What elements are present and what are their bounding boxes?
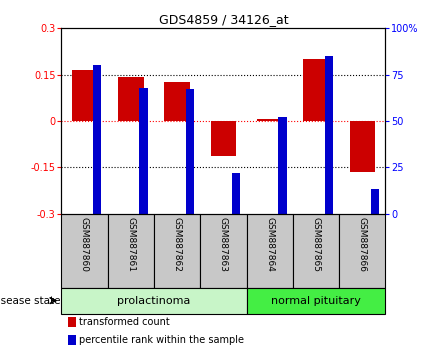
Bar	[257, 119, 283, 121]
Bar	[72, 70, 97, 121]
Bar	[232, 173, 240, 213]
Bar	[278, 117, 286, 213]
Bar	[68, 335, 76, 345]
Bar	[68, 317, 76, 327]
Text: disease state: disease state	[0, 296, 60, 306]
Text: GSM887864: GSM887864	[265, 217, 274, 272]
Bar	[61, 213, 108, 288]
Text: GSM887860: GSM887860	[80, 217, 89, 272]
Text: transformed count: transformed count	[79, 317, 170, 327]
Bar	[339, 213, 385, 288]
Bar	[118, 77, 144, 121]
Bar	[154, 213, 200, 288]
Bar	[186, 90, 194, 213]
Bar	[93, 65, 101, 213]
Bar	[303, 59, 328, 121]
Bar	[211, 121, 236, 156]
Text: GSM887866: GSM887866	[358, 217, 367, 272]
Text: GSM887865: GSM887865	[311, 217, 321, 272]
Bar	[371, 189, 379, 213]
Bar	[164, 82, 190, 121]
Bar	[61, 288, 247, 314]
Text: GSM887862: GSM887862	[173, 217, 182, 272]
Bar	[350, 121, 375, 172]
Bar	[247, 288, 385, 314]
Text: normal pituitary: normal pituitary	[271, 296, 361, 306]
Title: GDS4859 / 34126_at: GDS4859 / 34126_at	[159, 13, 288, 26]
Text: percentile rank within the sample: percentile rank within the sample	[79, 335, 244, 345]
Bar	[247, 213, 293, 288]
Text: GSM887861: GSM887861	[126, 217, 135, 272]
Text: prolactinoma: prolactinoma	[117, 296, 191, 306]
Bar	[139, 87, 148, 213]
Bar	[293, 213, 339, 288]
Text: GSM887863: GSM887863	[219, 217, 228, 272]
Bar	[325, 56, 333, 213]
Bar	[108, 213, 154, 288]
Bar	[200, 213, 247, 288]
